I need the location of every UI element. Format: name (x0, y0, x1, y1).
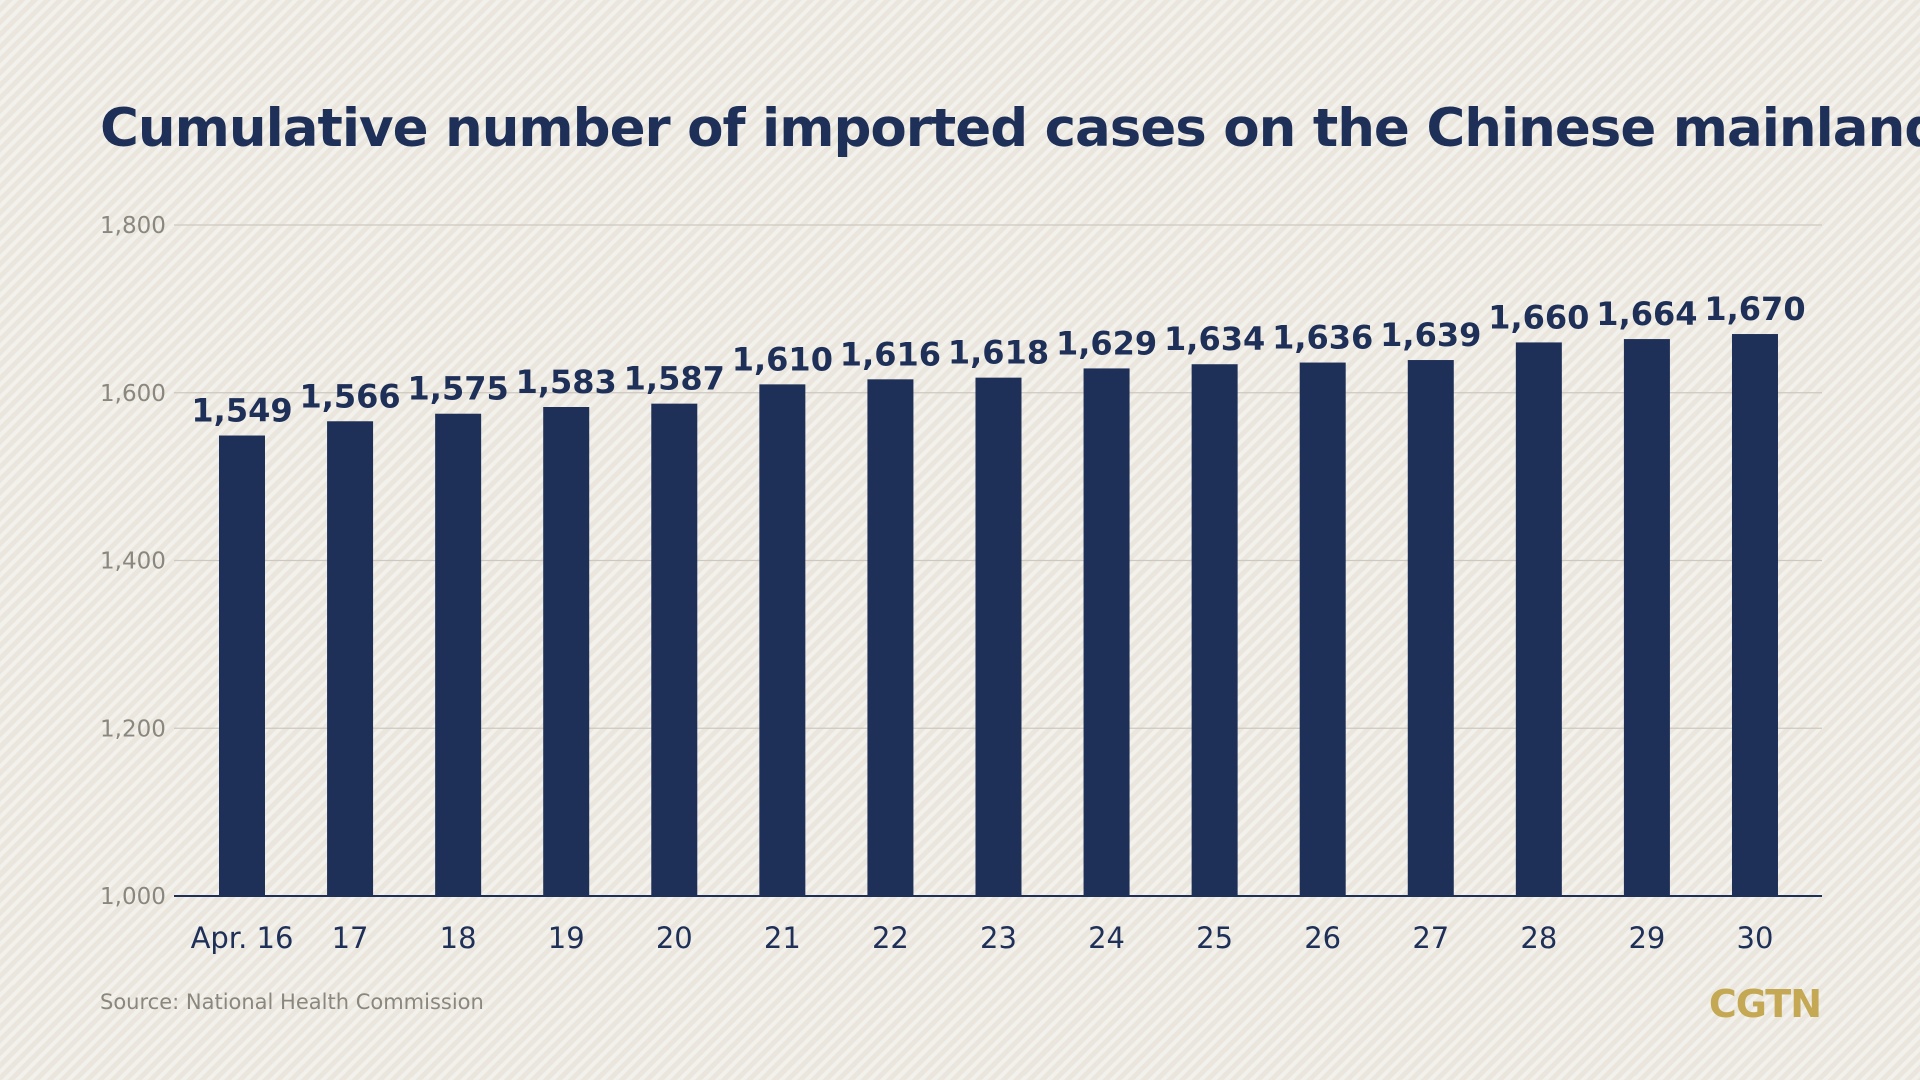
data-label: 1,549 (191, 392, 292, 430)
data-label: 1,610 (732, 340, 833, 378)
x-tick-label: 25 (1196, 921, 1233, 955)
x-tick-label: 23 (980, 921, 1017, 955)
y-tick-label: 1,000 (100, 884, 166, 910)
data-label: 1,636 (1272, 319, 1373, 357)
x-tick-label: 18 (440, 921, 477, 955)
x-tick-label: 21 (764, 921, 801, 955)
data-label: 1,575 (408, 370, 509, 408)
bar (327, 421, 374, 896)
y-tick-label: 1,400 (100, 549, 166, 575)
bar (1299, 362, 1346, 896)
bar (1083, 368, 1130, 896)
bar (1191, 364, 1238, 896)
bar (651, 403, 698, 896)
source-note: Source: National Health Commission (100, 990, 484, 1014)
x-tick-label: 22 (872, 921, 909, 955)
chart-title: Cumulative number of imported cases on t… (100, 98, 1920, 159)
data-label: 1,566 (299, 377, 400, 415)
x-tick-label: 17 (332, 921, 369, 955)
y-axis-ticks: 1,000 1,200 1,400 1,600 1,800 (100, 213, 166, 910)
data-label: 1,618 (948, 334, 1049, 372)
bar (219, 435, 265, 896)
x-tick-label: Apr. 16 (191, 921, 294, 955)
data-label: 1,629 (1056, 324, 1157, 362)
data-label: 1,634 (1164, 320, 1265, 358)
x-tick-label: 27 (1412, 921, 1449, 955)
x-tick-label: 28 (1520, 921, 1557, 955)
bar (975, 377, 1022, 897)
bar (1407, 360, 1454, 896)
bar (759, 384, 806, 896)
y-tick-label: 1,200 (100, 716, 166, 742)
x-tick-label: 20 (656, 921, 693, 955)
data-label: 1,664 (1596, 295, 1697, 333)
data-label: 1,660 (1488, 298, 1589, 336)
cgtn-logo: CGTN (1708, 982, 1822, 1026)
bar (1623, 339, 1670, 896)
bar (1731, 334, 1778, 897)
x-tick-label: 29 (1628, 921, 1665, 955)
x-axis-ticks: Apr. 16 17 18 19 20 21 22 23 24 25 26 27 28 29 30 (191, 921, 1774, 955)
data-label: 1,670 (1704, 290, 1805, 328)
bars (219, 334, 1778, 897)
x-tick-label: 24 (1088, 921, 1125, 955)
data-label: 1,583 (516, 363, 617, 401)
data-label: 1,616 (840, 335, 941, 373)
bar (867, 379, 914, 897)
y-tick-label: 1,600 (100, 381, 166, 407)
x-tick-label: 19 (548, 921, 585, 955)
y-tick-label: 1,800 (100, 213, 166, 239)
bar (543, 407, 590, 896)
data-label: 1,587 (624, 360, 725, 398)
bar (1515, 342, 1562, 896)
data-label: 1,639 (1380, 316, 1481, 354)
bar (435, 413, 482, 896)
x-tick-label: 30 (1737, 921, 1774, 955)
x-tick-label: 26 (1304, 921, 1341, 955)
